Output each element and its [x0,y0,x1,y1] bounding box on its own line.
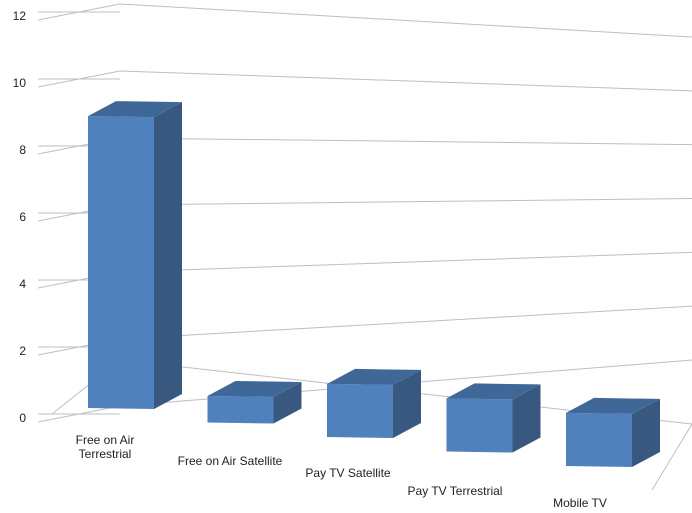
x-tick-label: Pay TV Terrestrial [408,484,503,498]
y-tick-label: 6 [19,210,26,224]
gridline [119,198,692,206]
bar-front [88,116,154,410]
bar-front [207,395,274,424]
gridline [119,305,692,340]
y-tick-label: 8 [19,143,26,157]
bar-side [632,398,660,467]
bar-front [446,398,513,453]
category-labels: Free on Air Terrestrial Free on Air Satell… [76,433,607,510]
y-tick-label: 10 [13,76,27,90]
bars [88,101,660,467]
y-tick-label: 2 [19,344,26,358]
y-tick-label: 0 [19,411,26,425]
gridline [119,137,692,146]
y-axis-ticks: 0 2 4 6 8 10 12 [13,9,27,425]
bar-front [566,412,632,467]
bar-top [88,101,182,118]
y-tick-label: 4 [19,277,26,291]
bar-side [512,384,541,453]
gridline-side [37,405,121,423]
x-tick-label: Pay TV Satellite [305,466,390,480]
bar-front [327,383,393,438]
gridlines [37,3,692,423]
bar-top [327,368,421,385]
gridline [119,251,692,273]
bar-side [273,381,302,424]
bar-top [566,397,660,414]
y-tick-label: 12 [13,9,27,23]
x-tick-label: Free on Air Terrestrial [76,433,135,461]
gridline-side [37,70,121,88]
gridline [119,70,692,92]
bar-top [207,380,302,397]
bar-top [446,383,541,400]
gridline [119,3,692,38]
bar-side [393,369,421,438]
bar-side [154,102,182,410]
gridline-side [37,3,121,21]
x-tick-label: Mobile TV [553,496,607,508]
x-tick-label: Free on Air Satellite [178,454,283,468]
